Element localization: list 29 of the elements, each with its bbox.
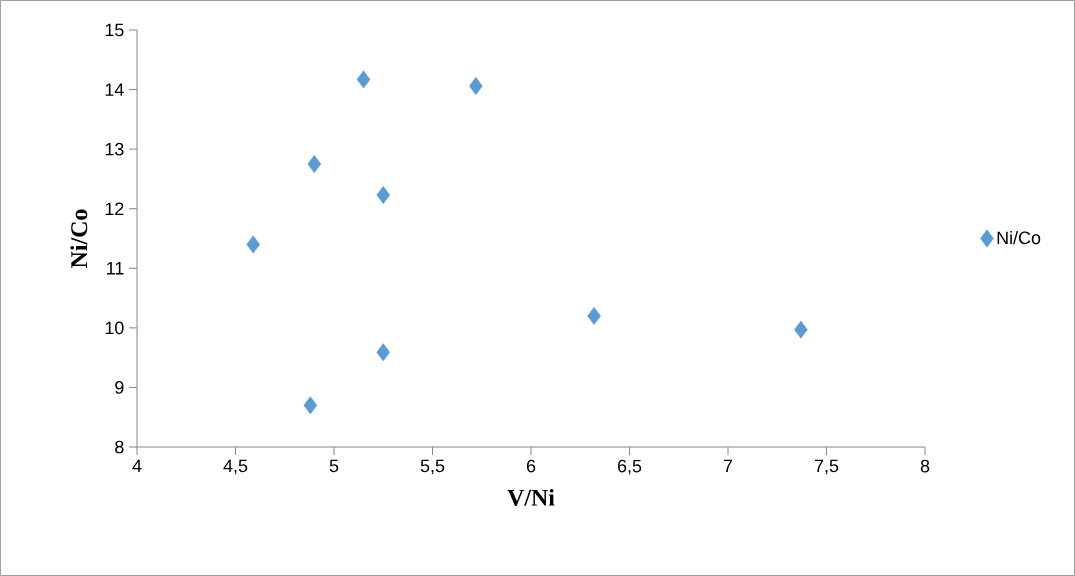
point xyxy=(303,396,318,415)
x-tick-label: 4,5 xyxy=(223,459,248,475)
x-tick-label: 7,5 xyxy=(814,459,839,475)
y-tick-label: 12 xyxy=(105,202,124,215)
legend-label: Ni/Co xyxy=(997,231,1041,245)
y-axis-title: Ni/Co xyxy=(70,209,88,268)
x-tick-label: 6 xyxy=(526,459,536,473)
point xyxy=(469,77,483,95)
x-tick-label: 5 xyxy=(329,459,339,473)
x-tick-label: 5,5 xyxy=(420,459,445,475)
y-tick-label: 8 xyxy=(115,440,124,454)
x-tick-label: 7 xyxy=(723,459,733,473)
y-tick-label: 14 xyxy=(105,83,124,96)
y-tick-label: 9 xyxy=(115,381,124,394)
point xyxy=(794,320,808,339)
point xyxy=(356,70,371,89)
x-axis-title: V/Ni xyxy=(507,488,555,506)
point xyxy=(587,307,601,325)
point xyxy=(307,155,322,173)
point xyxy=(376,186,391,204)
y-tick-label: 10 xyxy=(105,321,124,335)
y-tick-label: 15 xyxy=(105,23,124,37)
x-tick-label: 6,5 xyxy=(617,459,642,475)
x-tick-label: 8 xyxy=(920,459,930,473)
y-tick-label: 13 xyxy=(105,142,124,156)
x-tick-label: 4 xyxy=(132,459,142,473)
point xyxy=(246,235,261,254)
y-tick-label: 11 xyxy=(107,262,124,275)
point xyxy=(376,343,391,362)
